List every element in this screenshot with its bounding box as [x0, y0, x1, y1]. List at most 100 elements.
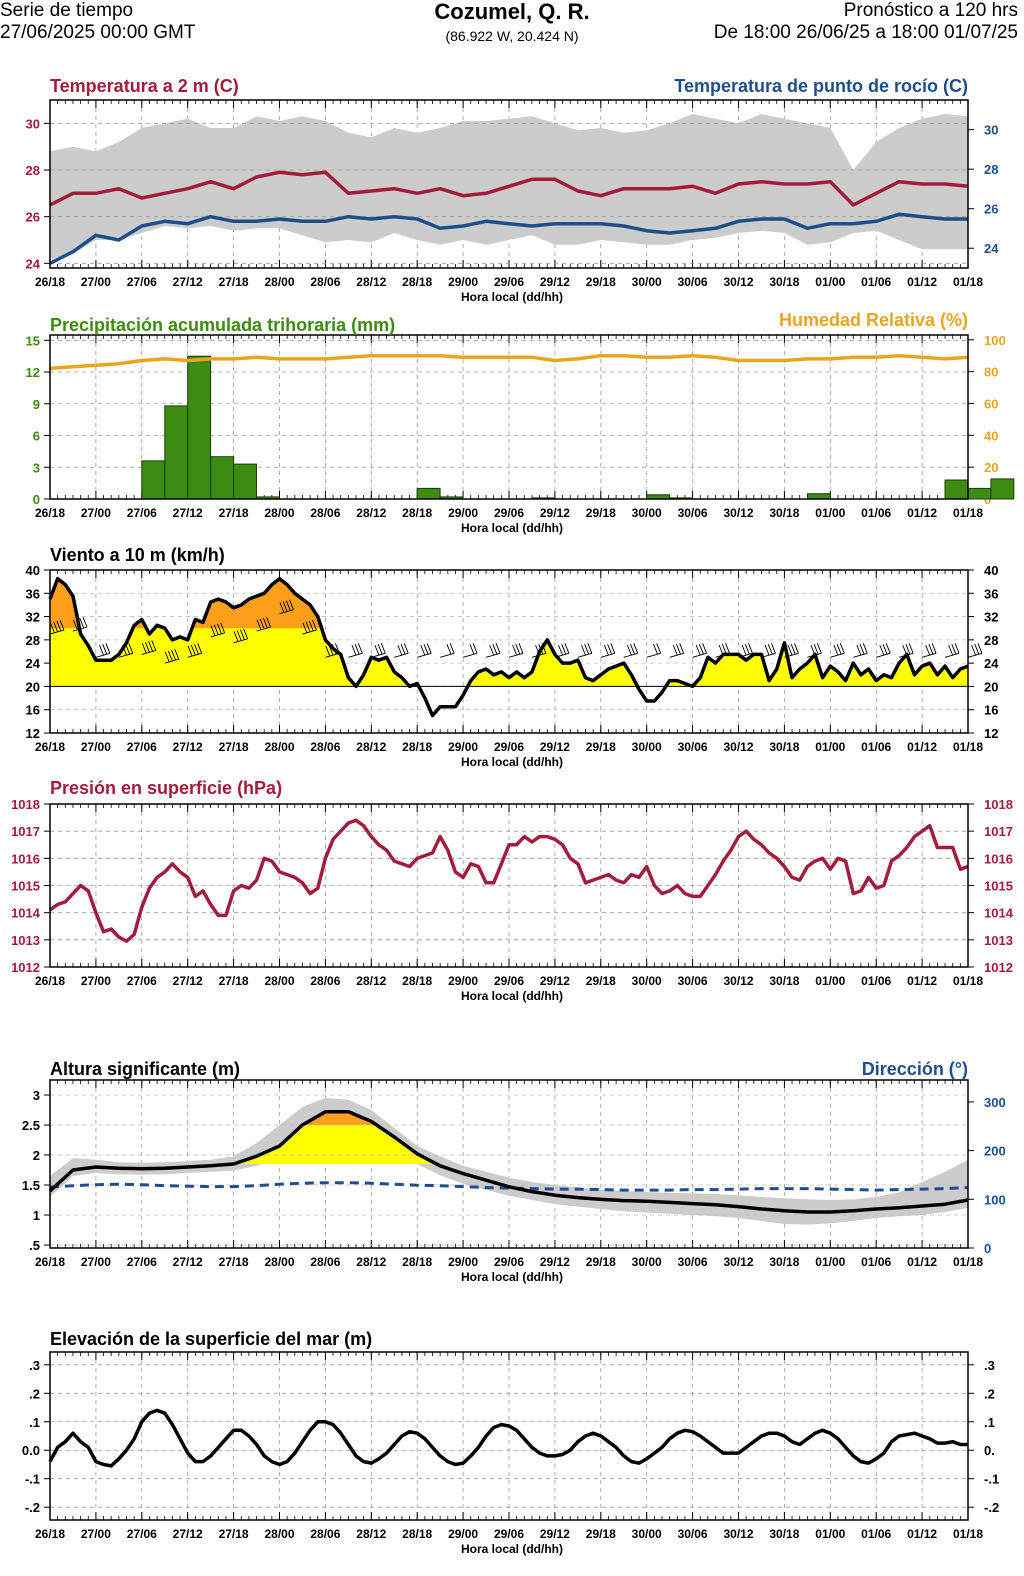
wave-height-line [48, 1110, 969, 1214]
precip-bar [416, 487, 441, 500]
y-tick-label: 24 [26, 656, 41, 671]
wind-barb-feather [793, 643, 799, 654]
wind-barb-feather [833, 644, 839, 656]
x-tick-label: 29/00 [448, 740, 478, 754]
wind-barb-shaft [853, 652, 868, 658]
wind-barb-shaft [692, 652, 707, 658]
x-tick-label: 27/12 [173, 275, 203, 289]
panel-border [49, 1351, 969, 1521]
x-tick-label: 26/18 [35, 1255, 65, 1269]
wind-barb-feather [148, 641, 154, 652]
wind-barb-feather [905, 644, 911, 655]
wind-barb-feather [816, 643, 822, 654]
wind-barb-feather [72, 619, 78, 630]
series-label: Serie de tiempo [0, 0, 134, 21]
wind-barb-feather [262, 617, 268, 629]
x-tick-label: 30/06 [678, 506, 708, 520]
wind-barb-feather [380, 643, 386, 654]
x-tick-label: 01/12 [907, 974, 937, 988]
x-tick-label: 27/18 [219, 1527, 249, 1541]
wind-barb-feather [607, 644, 613, 655]
wind-barb-feather [377, 644, 383, 655]
y-tick-label: 3 [33, 1088, 40, 1103]
wind-barb-feather [610, 643, 616, 654]
y-tick-label: .2 [29, 1386, 40, 1401]
wind-barb-feather [426, 643, 432, 654]
y-tick-label: 12 [26, 726, 40, 741]
x-tick-label: 27/00 [81, 1255, 111, 1269]
x-tick-label: 28/00 [264, 740, 294, 754]
wind-barb-feather [790, 644, 796, 655]
wind-barb-feather [472, 643, 478, 654]
wind-barb-feather [928, 644, 934, 655]
x-tick-label: 29/12 [540, 506, 570, 520]
wind-barb-shaft [348, 652, 363, 658]
sea-level-line [48, 1408, 968, 1468]
x-tick-label: 26/18 [35, 974, 65, 988]
y-right-tick-label: 200 [984, 1144, 1006, 1159]
wind-barb-feather [702, 643, 708, 654]
wind-barb-feather [56, 620, 62, 632]
x-tick-label: 29/18 [586, 506, 616, 520]
y-right-tick-label: 12 [984, 726, 998, 741]
wind-barb-shaft [876, 652, 891, 658]
wind-barb-feather [489, 644, 495, 656]
wind-barb-shaft [164, 658, 179, 664]
wind-barb-feather [856, 644, 862, 656]
x-tick-label: 01/00 [815, 275, 845, 289]
wind-barb-feather [653, 644, 658, 655]
y-tick-label: 9 [33, 397, 40, 412]
x-tick-label: 28/06 [310, 740, 340, 754]
wind-barb-feather [53, 621, 59, 633]
x-tick-label: 27/18 [219, 275, 249, 289]
y-tick-label: .3 [29, 1358, 40, 1373]
y-tick-label: 1012 [11, 960, 40, 975]
x-tick-label: 30/00 [632, 1255, 662, 1269]
y-right-tick-label: -.1 [984, 1472, 999, 1487]
wind-barb-feather [741, 644, 747, 656]
x-tick-label: 30/00 [632, 1527, 662, 1541]
wind-barb-shaft [302, 629, 317, 635]
wind-fill-strong [50, 578, 322, 629]
wind-barb-feather [721, 644, 727, 655]
wind-barb-shaft [279, 609, 294, 615]
y-tick-label: 36 [26, 586, 40, 601]
x-tick-label: 01/12 [907, 506, 937, 520]
wind-barb-feather [862, 643, 868, 654]
x-tick-label: 29/12 [540, 1255, 570, 1269]
wind-barb-shaft [646, 652, 661, 658]
x-tick-label: 29/06 [494, 275, 524, 289]
x-tick-label: 28/18 [402, 740, 432, 754]
wind-barb-shaft [95, 652, 111, 658]
wind-barb-feather [882, 644, 888, 655]
wind-barb-feather [351, 644, 357, 656]
wind-barb-shaft [508, 652, 524, 658]
wind-barb-feather [948, 644, 954, 656]
temperature-line [49, 170, 969, 207]
wind-barb-shaft [600, 652, 615, 658]
x-tick-label: 29/12 [540, 275, 570, 289]
x-tick-label: 30/00 [632, 275, 662, 289]
header-right: Pronóstico a 120 hrs De 18:00 26/06/25 a… [714, 0, 1018, 44]
wind-barb-feather [725, 643, 730, 654]
panel-title: Altura significante (m) [50, 1059, 240, 1079]
wind-barb-feather [210, 625, 216, 636]
x-tick-label: 28/18 [402, 506, 432, 520]
x-tick-label: 27/18 [219, 740, 249, 754]
x-tick-label: 01/12 [907, 740, 937, 754]
y-tick-label: 12 [26, 365, 40, 380]
wind-barb-feather [771, 643, 776, 654]
wind-barb-feather [197, 643, 203, 654]
wind-barb-feather [495, 643, 501, 654]
x-tick-label: 28/00 [264, 1527, 294, 1541]
x-tick-label: 30/00 [632, 740, 662, 754]
y-right-tick-label: 32 [984, 610, 998, 625]
panel-title-right: Humedad Relativa (%) [779, 310, 968, 330]
wind-barb-feather [256, 619, 262, 630]
wind-barb-feather [285, 600, 291, 611]
wind-barb-feather [977, 643, 983, 654]
y-tick-label: 16 [26, 703, 40, 718]
y-tick-label: 32 [26, 610, 40, 625]
wind-barb-feather [492, 644, 498, 655]
